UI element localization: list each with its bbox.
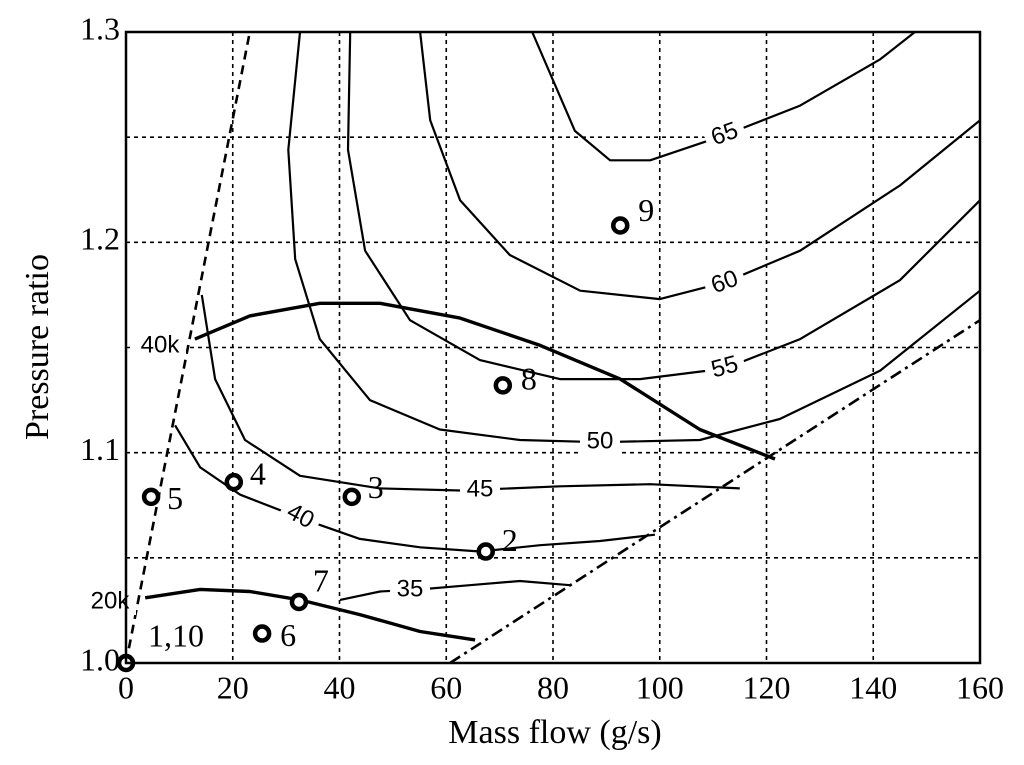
point-label: 8: [521, 361, 537, 397]
operating-point: [611, 216, 630, 235]
operating-point: [493, 376, 513, 395]
label-background: [580, 429, 620, 455]
choke-line: [449, 319, 981, 665]
label-background: [84, 589, 136, 615]
x-tick-label: 120: [743, 669, 791, 705]
efficiency-contour: [174, 424, 656, 553]
contour-label: 50: [587, 427, 614, 454]
y-tick-label: 1.0: [80, 641, 120, 677]
point-label: 5: [167, 480, 183, 516]
operating-point: [342, 487, 362, 507]
label-background: [276, 496, 324, 538]
surge-line: [124, 31, 252, 664]
point-label: 2: [502, 522, 518, 558]
label-background: [701, 115, 749, 155]
point-label: 7: [313, 562, 329, 598]
contour-label: 35: [397, 575, 424, 602]
label-background: [460, 477, 500, 503]
y-tick-label: 1.1: [80, 431, 120, 467]
efficiency-contour: [346, 31, 981, 381]
efficiency-contour: [200, 294, 740, 492]
label-background: [701, 263, 749, 303]
efficiency-contour: [339, 579, 571, 601]
operating-point: [141, 487, 161, 507]
contour-label: 45: [467, 475, 494, 502]
point-label: 6: [280, 617, 296, 653]
speed-label: 20k: [91, 587, 131, 614]
label-background: [134, 333, 186, 359]
x-axis-label: Mass flow (g/s): [448, 714, 661, 751]
point-label: 4: [250, 455, 266, 491]
operating-point: [476, 542, 495, 561]
operating-point: [289, 592, 309, 612]
x-tick-label: 20: [217, 669, 249, 705]
y-tick-label: 1.3: [80, 10, 120, 46]
efficiency-contour: [419, 31, 981, 301]
point-label: 3: [368, 469, 384, 505]
x-tick-label: 100: [636, 669, 684, 705]
point-label: 1,10: [148, 617, 204, 653]
efficiency-contour: [531, 31, 916, 162]
speed-line: [194, 301, 776, 461]
x-tick-label: 80: [537, 669, 569, 705]
speed-label: 40k: [141, 331, 181, 358]
operating-point: [224, 472, 244, 492]
label-background: [702, 350, 748, 386]
operating-point: [252, 624, 272, 643]
x-tick-label: 160: [956, 669, 1004, 705]
x-tick-label: 60: [430, 669, 462, 705]
x-tick-label: 0: [118, 669, 134, 705]
y-tick-label: 1.2: [80, 221, 120, 257]
efficiency-contour: [287, 31, 981, 444]
y-axis-label: Pressure ratio: [19, 254, 56, 440]
x-tick-label: 40: [324, 669, 356, 705]
plot-frame: [124, 30, 982, 665]
point-label: 9: [638, 192, 654, 228]
x-tick-label: 140: [849, 669, 897, 705]
label-background: [390, 577, 430, 603]
